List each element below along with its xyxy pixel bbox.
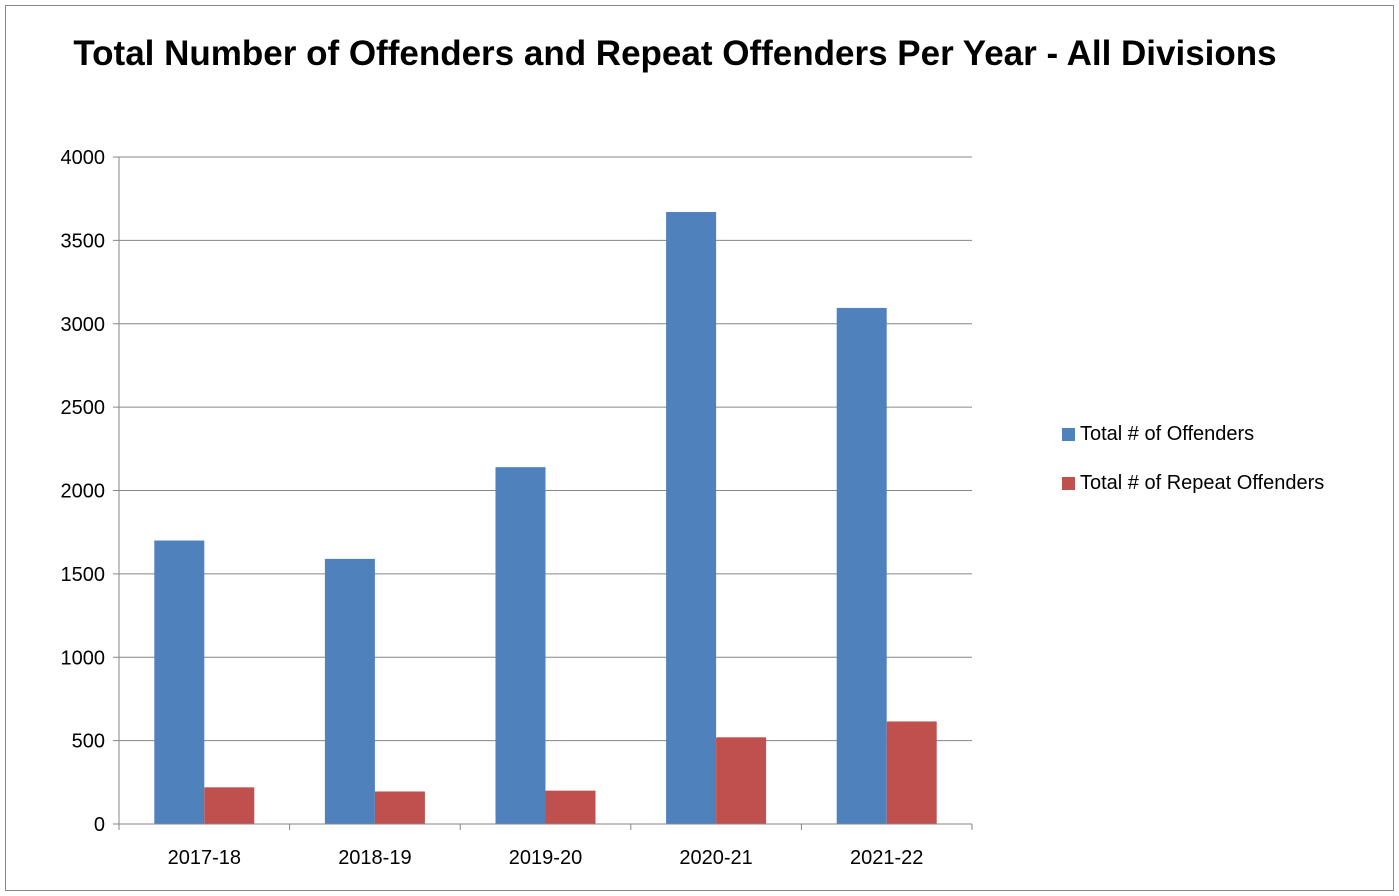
y-tick-label: 1500: [61, 564, 106, 586]
x-tick-label: 2018-19: [338, 847, 411, 869]
y-tick-label: 1000: [61, 647, 106, 669]
legend-item: Total # of Offenders: [1062, 418, 1324, 450]
bar-offenders: [154, 540, 205, 824]
axes: [113, 156, 973, 830]
bar-repeat-offenders: [204, 787, 255, 824]
legend-label: Total # of Offenders: [1080, 422, 1255, 445]
y-tick-label: 2500: [61, 397, 106, 419]
y-tick-label: 4000: [61, 147, 106, 169]
bar-repeat-offenders: [374, 791, 425, 824]
x-tick-label: 2020-21: [679, 847, 752, 869]
bar-repeat-offenders: [886, 721, 937, 824]
x-tick-label: 2019-20: [509, 847, 582, 869]
legend-label: Total # of Repeat Offenders: [1080, 471, 1325, 494]
x-tick-label: 2021-22: [850, 847, 923, 869]
bar-offenders: [495, 467, 546, 824]
y-tick-label: 3500: [61, 230, 106, 252]
legend-item: Total # of Repeat Offenders: [1062, 467, 1324, 499]
bar-offenders: [836, 307, 887, 824]
bar-repeat-offenders: [716, 737, 767, 824]
bar-repeat-offenders: [545, 790, 596, 824]
bar-offenders: [666, 212, 717, 825]
legend-swatch: [1062, 427, 1075, 441]
legend-swatch: [1062, 476, 1075, 490]
y-tick-label: 0: [94, 814, 105, 836]
bars: [154, 212, 937, 825]
x-tick-label: 2017-18: [168, 847, 241, 869]
chart-title: Total Number of Offenders and Repeat Off…: [73, 34, 1277, 73]
legend: Total # of Offenders Total # of Repeat Of…: [1062, 418, 1324, 516]
tick-labels: 0 500 1000 1500 2000 2500 3000 3500 4000 2017-18 2…: [61, 147, 924, 869]
y-tick-label: 3000: [61, 314, 106, 336]
y-tick-label: 2000: [61, 481, 106, 503]
y-tick-label: 500: [72, 731, 105, 753]
bar-offenders: [324, 558, 375, 824]
